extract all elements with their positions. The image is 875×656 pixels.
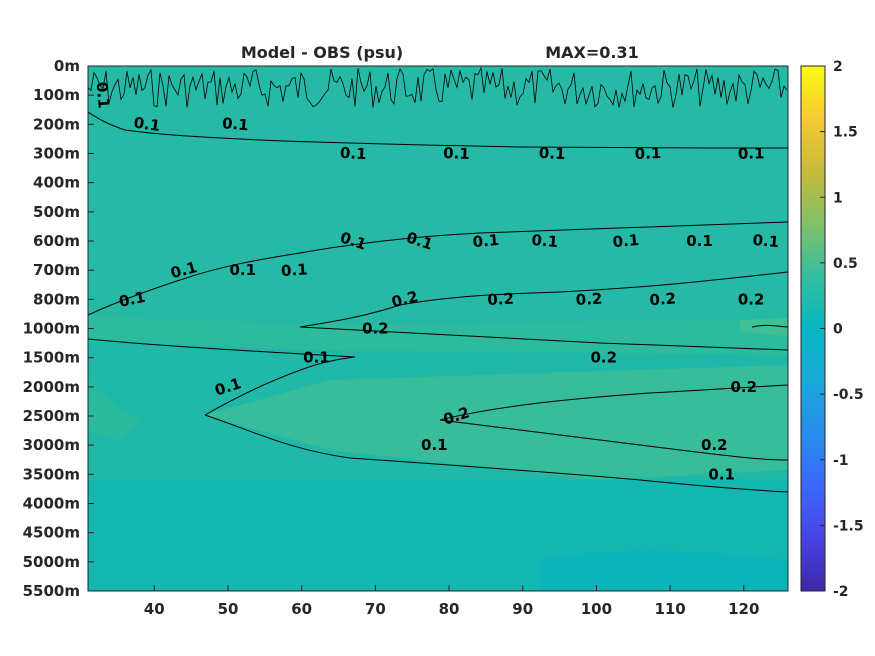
colorbar-tick-label: 1.5 <box>833 125 858 141</box>
max-annotation: MAX=0.31 <box>545 43 639 62</box>
y-tick-label: 100m <box>33 86 80 104</box>
contour-label: 0.2 <box>738 290 765 308</box>
field-mid-band <box>88 315 788 355</box>
contour-label: 0.1 <box>612 231 640 251</box>
contour-label: 0.1 <box>93 81 113 109</box>
y-tick-label: 3500m <box>23 465 80 483</box>
y-tick-label: 3000m <box>23 436 80 454</box>
contour-label: 0.2 <box>701 436 728 454</box>
colorbar-tick-label: -0.5 <box>833 387 864 403</box>
contour-0.2-d <box>439 419 788 461</box>
contour-0.1-b <box>88 221 788 316</box>
y-tick-label: 2500m <box>23 407 80 425</box>
contour-lines <box>88 66 788 493</box>
y-tick-label: 4000m <box>23 495 80 513</box>
contour-label: 0.1 <box>133 114 162 136</box>
x-tick-label: 60 <box>291 600 312 618</box>
x-tick-label: 90 <box>512 600 533 618</box>
field-left-patch <box>88 380 140 440</box>
colorbar-ticks: 2 1.5 1 0.5 0 -0.5 -1 -1.5 -2 <box>820 59 864 600</box>
x-tick-label: 80 <box>439 600 460 618</box>
y-tick-label: 5500m <box>23 582 80 600</box>
y-tick-label: 1000m <box>23 320 80 338</box>
field-right-patch <box>740 318 788 336</box>
contour-label: 0.2 <box>591 349 618 367</box>
colorbar-tick-label: -1 <box>833 453 849 469</box>
contour-label: 0.1 <box>280 260 308 280</box>
contour-label: 0.2 <box>575 290 602 309</box>
contour-0.1-c <box>88 338 356 358</box>
contour-0.2-e <box>751 324 788 328</box>
contour-label: 0.2 <box>362 320 389 338</box>
x-tick-label: 40 <box>144 600 165 618</box>
field-upper-band <box>88 66 788 330</box>
contour-label: 0.1 <box>752 231 780 251</box>
x-tick-label: 120 <box>728 600 759 618</box>
y-tick-label: 700m <box>33 261 80 279</box>
chart-title: Model - OBS (psu) <box>241 43 403 62</box>
contour-0.1-d <box>204 356 356 416</box>
contour-label: 0.1 <box>531 231 559 251</box>
colorbar: 2 1.5 1 0.5 0 -0.5 -1 -1.5 -2 <box>800 59 864 600</box>
contour-label: 0.1 <box>686 232 713 250</box>
contour-label: 0.2 <box>649 289 677 309</box>
contour-label: 0.1 <box>221 114 249 134</box>
y-tick-label: 500m <box>33 203 80 221</box>
y-tick-label: 4500m <box>23 524 80 542</box>
contour-label: 0.2 <box>487 290 514 309</box>
contour-label: 0.2 <box>390 287 420 311</box>
contour-label: 0.1 <box>708 465 735 483</box>
contour-label: 0.1 <box>634 144 661 163</box>
colorbar-tick-label: 0.5 <box>833 256 858 272</box>
colorbar-tick-label: 0 <box>833 322 843 338</box>
y-tick-label: 200m <box>33 115 80 133</box>
y-tick-label: 300m <box>33 145 80 163</box>
contour-label: 0.1 <box>229 261 256 279</box>
y-tick-label: 0m <box>54 57 80 75</box>
contour-label: 0.1 <box>421 436 448 454</box>
x-tick-label: 100 <box>581 600 612 618</box>
y-tick-label: 2000m <box>23 378 80 396</box>
contour-label: 0.1 <box>117 288 147 311</box>
contour-label: 0.2 <box>731 378 758 396</box>
y-tick-label: 400m <box>33 174 80 192</box>
colorbar-tick-label: -1.5 <box>833 518 864 534</box>
contour-labels: 0.1 0.1 0.1 0.1 0.1 0.1 0.1 0.1 0.1 0.1 0.1 0.1 0.1 0… <box>93 81 780 483</box>
x-tick-label: 110 <box>654 600 685 618</box>
contour-label: 0.1 <box>538 144 565 163</box>
contour-label: 0.1 <box>472 231 500 251</box>
colorbar-tick-label: 2 <box>833 59 843 75</box>
contour-0.2-a <box>299 271 788 328</box>
field-bottom-patch <box>540 550 788 591</box>
x-axis: 40 50 60 70 80 90 100 110 120 <box>144 585 759 618</box>
colorbar-tick-label: 1 <box>833 190 843 206</box>
contour-label: 0.1 <box>340 144 367 163</box>
contour-0.1-e <box>204 414 788 493</box>
contour-0.2-c <box>439 384 788 421</box>
y-tick-label: 5000m <box>23 553 80 571</box>
y-tick-label: 600m <box>33 232 80 250</box>
y-tick-label: 800m <box>33 290 80 308</box>
contour-label: 0.1 <box>303 349 330 367</box>
contour-0.2-b <box>299 326 788 351</box>
x-tick-label: 50 <box>218 600 239 618</box>
y-axis: 0m 100m 200m 300m 400m 500m 600m 700m 800m 1000m 1… <box>23 57 94 600</box>
y-tick-label: 1500m <box>23 349 80 367</box>
contour-surface-noise <box>88 66 788 108</box>
colorbar-tick-label: -2 <box>833 584 849 600</box>
contour-label: 0.1 <box>738 144 765 162</box>
heatmap-field <box>88 66 788 591</box>
contour-0.1-a <box>88 111 788 149</box>
contour-label: 0.1 <box>443 144 470 163</box>
x-tick-label: 70 <box>365 600 386 618</box>
